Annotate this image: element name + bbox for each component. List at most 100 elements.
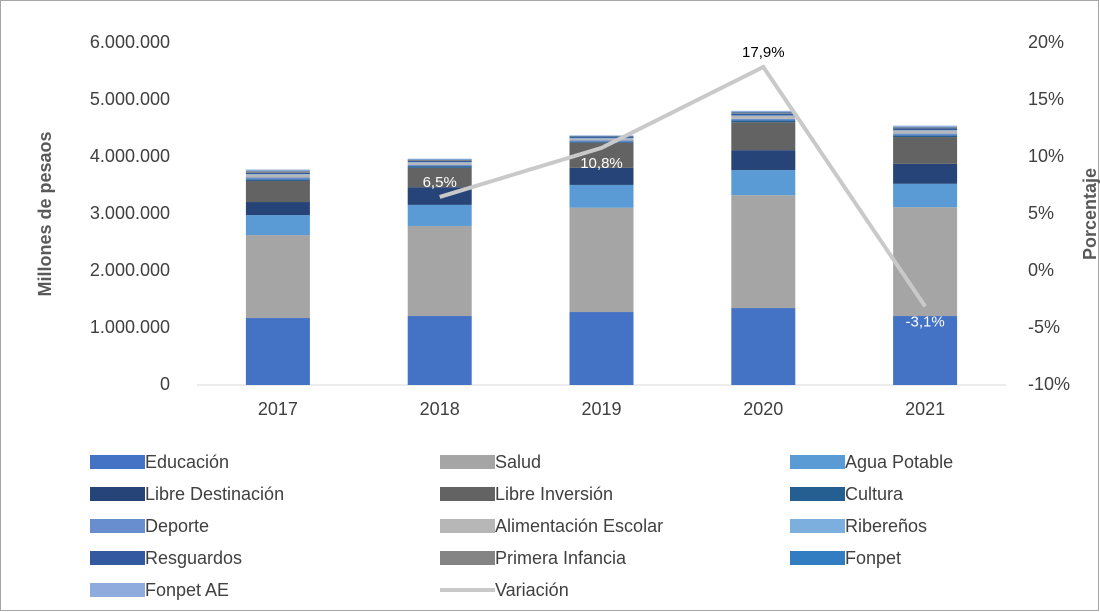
legend-swatch: [790, 519, 845, 533]
legend-label: Cultura: [845, 484, 904, 504]
bar-segment: [731, 110, 796, 112]
x-tick-label: 2020: [743, 399, 783, 419]
bar-segment: [893, 137, 958, 164]
bar-segment: [731, 111, 796, 113]
legend-label: Variación: [495, 580, 569, 600]
legend-swatch: [90, 551, 145, 565]
bar-segment: [731, 308, 796, 385]
x-tick-label: 2019: [581, 399, 621, 419]
bar-segment: [569, 138, 634, 141]
legend-label: Fonpet: [845, 548, 901, 568]
bar-segment: [245, 174, 310, 178]
bar-segment: [407, 225, 472, 317]
legend-label: Ribereños: [845, 516, 927, 536]
bar-segment: [731, 195, 796, 309]
bar-segment: [893, 207, 958, 317]
bar-segment: [407, 162, 472, 163]
bar-segment: [245, 169, 310, 171]
legend-swatch: [90, 455, 145, 469]
bar-segment: [731, 170, 796, 196]
bar-segment: [407, 162, 472, 165]
bar-segment: [245, 172, 310, 175]
legend-swatch: [790, 551, 845, 565]
legend-label: Libre Inversión: [495, 484, 613, 504]
bar-segment: [245, 318, 310, 385]
bar-segment: [569, 312, 634, 385]
bar-segment: [731, 112, 796, 114]
bar-segment: [407, 316, 472, 385]
bar-segment: [893, 125, 958, 127]
bar-segment: [569, 167, 634, 185]
y-tick-label: 3.000.000: [90, 203, 170, 223]
bar-segment: [245, 235, 310, 319]
legend-swatch: [440, 551, 495, 565]
bar-segment: [407, 164, 472, 167]
bar-segment: [893, 128, 958, 131]
bar-segment: [407, 158, 472, 160]
bar-segment: [893, 316, 958, 385]
bar-segment: [245, 180, 310, 203]
bar-segment: [893, 126, 958, 128]
bar-segment: [893, 183, 958, 208]
bar-segment: [893, 127, 958, 129]
bar-segment: [893, 163, 958, 184]
bar-segment: [893, 130, 958, 131]
y2-tick-label: -5%: [1028, 317, 1060, 337]
bar-segment: [893, 133, 958, 136]
legend-label: Alimentación Escolar: [495, 516, 663, 536]
bar-segment: [569, 137, 634, 139]
bar-segment: [731, 122, 796, 151]
bar-segment: [731, 120, 796, 123]
legend-label: Agua Potable: [845, 452, 953, 472]
y-tick-label: 5.000.000: [90, 89, 170, 109]
legend-label: Fonpet AE: [145, 580, 229, 600]
bar-segment: [407, 204, 472, 226]
legend-swatch: [790, 455, 845, 469]
bar-segment: [407, 159, 472, 160]
y-tick-label: 2.000.000: [90, 260, 170, 280]
data-label: 17,9%: [742, 44, 785, 61]
bar-segment: [731, 115, 796, 119]
y-tick-label: 6.000.000: [90, 32, 170, 52]
bar-segment: [893, 135, 958, 138]
bar-segment: [731, 150, 796, 171]
legend-swatch: [790, 487, 845, 501]
bar-segment: [569, 136, 634, 138]
legend-label: Salud: [495, 452, 541, 472]
x-tick-label: 2021: [905, 399, 945, 419]
bar-segment: [407, 166, 472, 168]
y2-tick-label: 15%: [1028, 89, 1064, 109]
bar-segment: [569, 135, 634, 136]
x-tick-label: 2017: [258, 399, 298, 419]
y-axis-title: Millones de pesaos: [35, 131, 55, 296]
bar-segment: [245, 177, 310, 180]
bar-segment: [245, 179, 310, 181]
legend-swatch: [90, 519, 145, 533]
bar-segment: [407, 159, 472, 161]
legend-label: Resguardos: [145, 548, 242, 568]
bar-segment: [731, 115, 796, 116]
legend-swatch: [90, 583, 145, 597]
bar-segment: [569, 184, 634, 208]
line-series: [439, 64, 927, 308]
y-tick-label: 0: [160, 374, 170, 394]
data-label: -3,1%: [906, 313, 945, 330]
legend-label: Primera Infancia: [495, 548, 627, 568]
bar-segment: [245, 202, 310, 216]
data-label: 6,5%: [423, 174, 457, 191]
bar-segment: [245, 215, 310, 236]
y2-tick-label: 5%: [1028, 203, 1054, 223]
legend-swatch: [90, 487, 145, 501]
bar-segment: [731, 113, 796, 116]
y2-tick-label: 20%: [1028, 32, 1064, 52]
bar-segment: [731, 118, 796, 121]
x-tick-label: 2018: [420, 399, 460, 419]
legend-swatch: [440, 455, 495, 469]
y2-tick-label: -10%: [1028, 374, 1070, 394]
legend-swatch: [440, 487, 495, 501]
data-label: 10,8%: [580, 155, 623, 172]
bar-segment: [407, 160, 472, 163]
bar-segment: [245, 174, 310, 175]
legend-label: Deporte: [145, 516, 209, 536]
